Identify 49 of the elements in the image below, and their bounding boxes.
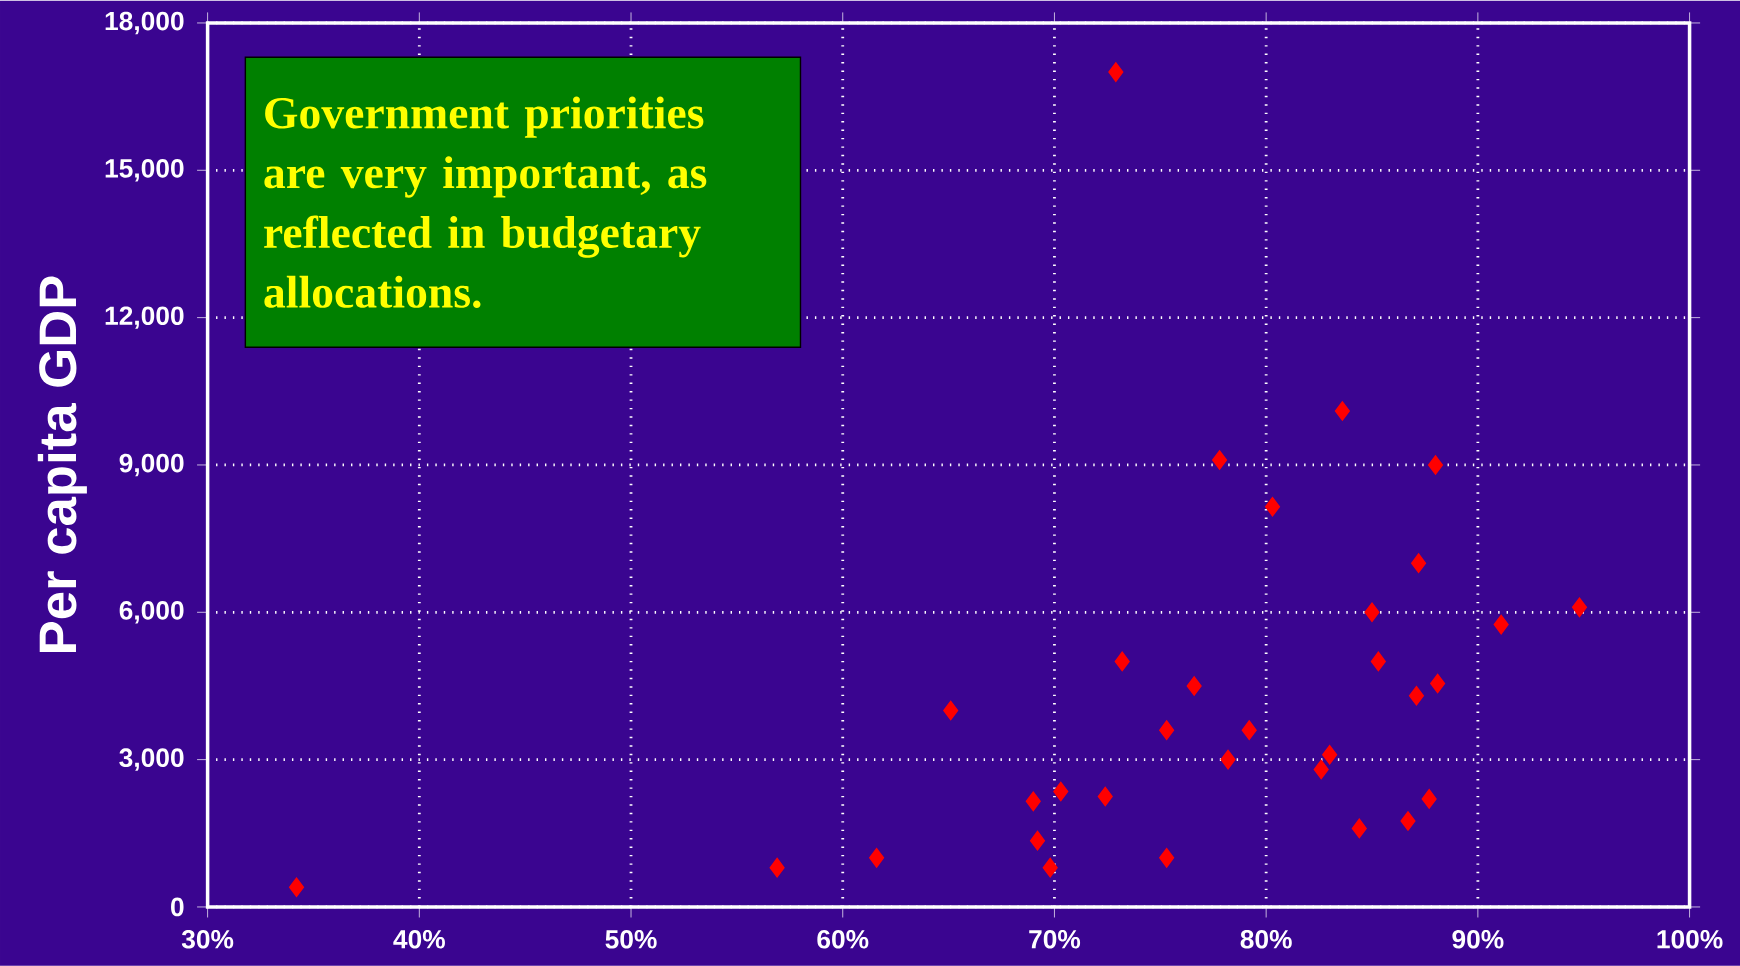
x-tick-label: 60% <box>817 930 869 949</box>
point <box>1430 673 1446 694</box>
point <box>1212 450 1228 471</box>
point <box>1571 597 1588 618</box>
point <box>1029 830 1046 851</box>
x-tick-label: 30% <box>181 930 234 949</box>
y-tick-label: 6,000 <box>119 601 184 624</box>
point <box>769 857 785 878</box>
x-tick-label: 50% <box>605 930 657 949</box>
x-tick-label: 70% <box>1029 930 1081 949</box>
point <box>1264 496 1281 517</box>
point <box>1114 651 1130 672</box>
point <box>1411 553 1427 574</box>
point <box>1025 791 1041 812</box>
point <box>869 848 885 868</box>
y-tick-label: 12,000 <box>105 306 184 329</box>
point <box>943 700 959 721</box>
point <box>1313 759 1329 780</box>
point <box>1370 651 1386 672</box>
point <box>288 877 305 898</box>
point <box>1408 686 1425 706</box>
annotation: Government priorities are very important, as reflected in budgetary allocations. <box>264 96 707 309</box>
point <box>1322 744 1338 765</box>
point <box>1400 811 1416 831</box>
point <box>1042 857 1058 878</box>
point <box>1364 602 1380 623</box>
y-tick-label: 18,000 <box>105 11 184 35</box>
x-tick-label: 90% <box>1452 930 1504 949</box>
point <box>1097 786 1113 807</box>
point <box>1351 818 1367 839</box>
point <box>1493 614 1509 635</box>
x-tick-label: 40% <box>393 930 445 949</box>
point <box>1334 401 1350 421</box>
y-tick-label: 3,000 <box>119 748 184 771</box>
y-tick-label: 9,000 <box>119 453 184 477</box>
x-tick-label: 100% <box>1657 930 1723 949</box>
point <box>1220 749 1236 770</box>
point <box>1108 62 1124 83</box>
point <box>1053 781 1069 802</box>
point <box>1427 455 1444 475</box>
point <box>1159 720 1175 741</box>
y-axis-title: Per capita GDP <box>37 276 87 652</box>
point <box>1186 676 1202 696</box>
point <box>1421 789 1437 809</box>
x-tick-label: 80% <box>1240 930 1292 949</box>
y-tick-label: 15,000 <box>105 159 184 182</box>
point <box>1159 848 1175 868</box>
y-tick-label: 0 <box>171 897 184 917</box>
point <box>1241 720 1257 741</box>
